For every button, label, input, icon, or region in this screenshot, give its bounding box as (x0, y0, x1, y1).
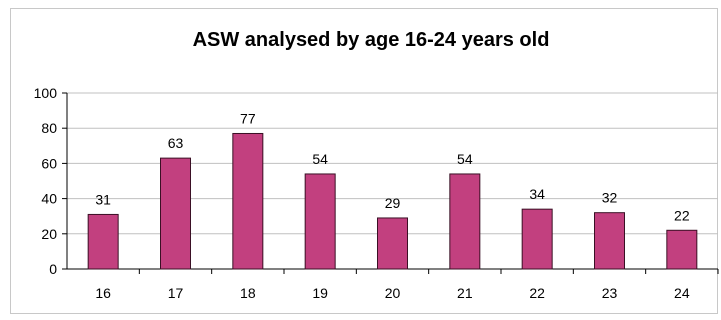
data-label-18: 77 (240, 110, 256, 126)
bar-17 (160, 157, 191, 270)
chart-area-border (10, 8, 718, 314)
bar-23 (594, 212, 625, 270)
chart-title: ASW analysed by age 16-24 years old (193, 29, 550, 51)
x-tick-label: 24 (674, 285, 690, 301)
data-label-21: 54 (457, 151, 473, 167)
x-tick-label: 19 (312, 285, 328, 301)
y-tick-label: 40 (41, 191, 57, 207)
x-tick-label: 16 (95, 285, 111, 301)
data-label-17: 63 (168, 135, 184, 151)
data-label-24: 22 (674, 207, 690, 223)
x-tick-label: 22 (529, 285, 545, 301)
bar-16 (87, 213, 119, 270)
data-label-23: 32 (602, 190, 618, 206)
data-label-22: 34 (529, 186, 545, 202)
y-tick-label: 60 (41, 155, 57, 171)
bar-21 (449, 173, 481, 270)
x-tick-label: 21 (457, 285, 473, 301)
x-tick-label: 23 (602, 285, 618, 301)
y-tick-label: 20 (41, 226, 57, 242)
x-tick-label: 20 (385, 285, 401, 301)
y-tick-label: 0 (49, 261, 57, 277)
data-labels: 31 63 77 54 29 54 34 32 22 (95, 110, 689, 223)
x-tick-label: 18 (240, 285, 256, 301)
tick-labels: 0 20 40 60 80 100 16 17 18 19 20 21 22 23 24 (34, 85, 690, 301)
bar-20 (377, 217, 408, 270)
bar-24 (666, 229, 698, 270)
bar-22 (521, 208, 553, 270)
data-label-16: 31 (95, 191, 111, 207)
bars (87, 132, 698, 270)
data-label-19: 54 (312, 151, 328, 167)
bar-19 (304, 173, 336, 270)
y-tick-label: 100 (34, 85, 58, 101)
bar-18 (232, 132, 264, 270)
x-tick-label: 17 (168, 285, 184, 301)
y-tick-label: 80 (41, 120, 57, 136)
data-label-20: 29 (385, 195, 401, 211)
